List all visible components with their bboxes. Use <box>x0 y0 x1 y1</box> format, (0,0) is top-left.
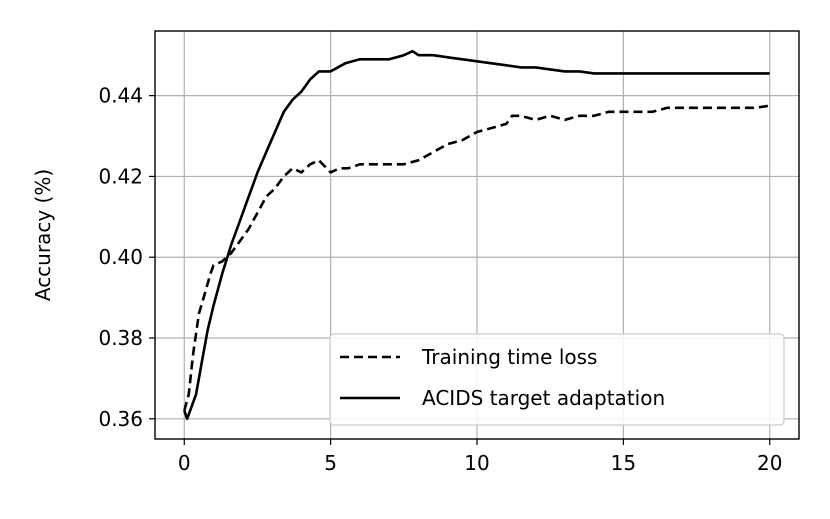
x-axis: 0 5 10 15 20 <box>178 439 782 475</box>
x-tick-label: 0 <box>178 451 191 475</box>
series-line-0 <box>183 104 770 412</box>
y-tick-label: 0.42 <box>98 164 143 188</box>
x-tick-label: 15 <box>611 451 636 475</box>
legend-label-acids-target-adaptation: ACIDS target adaptation <box>422 386 665 410</box>
series-layer <box>183 49 770 421</box>
legend: Training time loss ACIDS target adaptati… <box>329 333 785 426</box>
x-tick-label: 10 <box>464 451 489 475</box>
y-axis-label: Accuracy (%) <box>31 169 55 301</box>
y-axis: 0.36 0.38 0.40 0.42 0.44 <box>98 84 155 431</box>
y-tick-label: 0.40 <box>98 245 143 269</box>
y-tick-label: 0.38 <box>98 326 143 350</box>
y-tick-label: 0.36 <box>98 407 143 431</box>
x-tick-label: 20 <box>757 451 782 475</box>
legend-box <box>329 333 785 426</box>
series-line-1 <box>183 49 770 421</box>
y-tick-label: 0.44 <box>98 84 143 108</box>
x-tick-label: 5 <box>324 451 337 475</box>
legend-label-training-time-loss: Training time loss <box>421 345 597 369</box>
